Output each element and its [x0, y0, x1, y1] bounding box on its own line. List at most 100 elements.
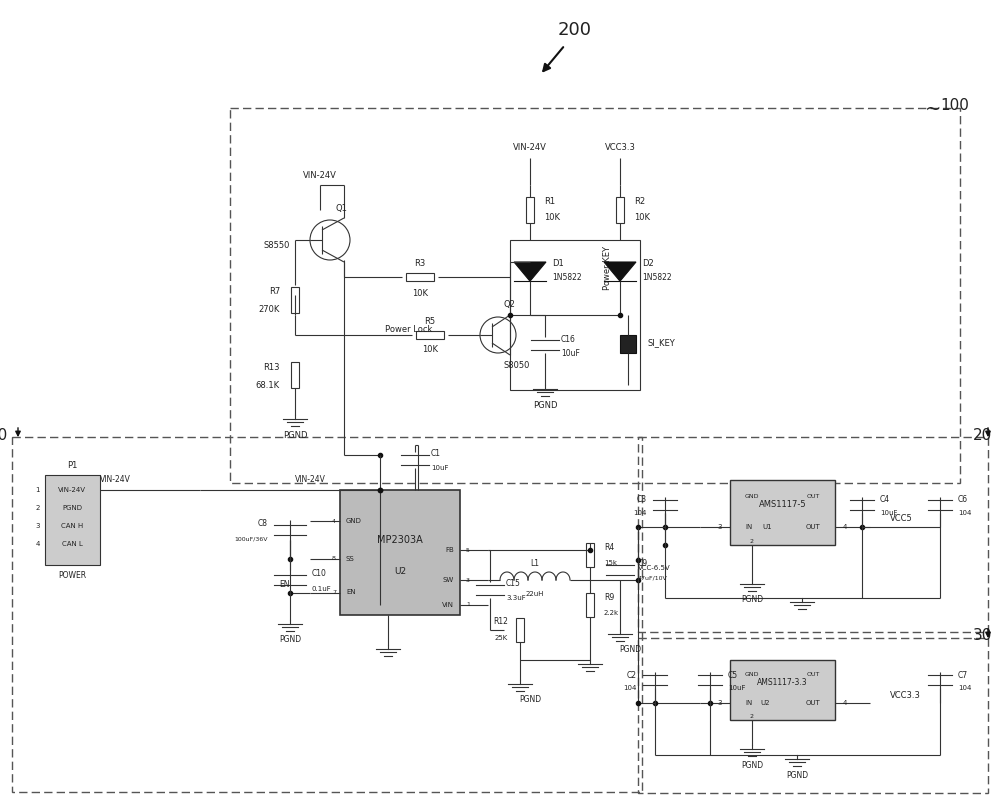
Text: 10uF: 10uF	[880, 510, 898, 516]
Text: PGND: PGND	[279, 635, 301, 645]
Bar	[586, 543, 594, 567]
Text: Power Lock: Power Lock	[385, 326, 432, 334]
Text: C2: C2	[627, 670, 637, 679]
Text: EN: EN	[280, 580, 290, 589]
Text: 3.3uF: 3.3uF	[506, 595, 526, 601]
Text: R2: R2	[634, 197, 645, 206]
Text: 200: 200	[558, 21, 592, 39]
Text: POWER: POWER	[58, 570, 86, 580]
Text: GND: GND	[346, 518, 362, 525]
Bar	[516, 618, 524, 642]
Text: PGND: PGND	[519, 695, 541, 704]
Text: 20: 20	[973, 427, 992, 443]
Text: SS: SS	[346, 556, 355, 561]
Text: PGND: PGND	[533, 400, 557, 410]
Text: MP2303A: MP2303A	[377, 535, 423, 545]
Text: 10uF: 10uF	[431, 465, 448, 471]
Text: 10K: 10K	[422, 345, 438, 354]
Text: 30: 30	[973, 629, 992, 643]
Text: VCC-6.5V: VCC-6.5V	[638, 565, 671, 571]
Text: SW: SW	[443, 577, 454, 583]
Text: C6: C6	[958, 496, 968, 504]
Text: 1N5822: 1N5822	[552, 273, 582, 282]
Text: 104: 104	[634, 510, 647, 516]
Text: R12: R12	[493, 618, 508, 626]
Text: 10K: 10K	[412, 289, 428, 298]
Text: 270K: 270K	[259, 306, 280, 314]
Text: 10uF: 10uF	[561, 349, 580, 358]
Text: GND: GND	[745, 494, 759, 499]
Text: FB: FB	[445, 547, 454, 553]
Text: C3: C3	[637, 496, 647, 504]
Text: 4: 4	[843, 524, 847, 530]
Text: OUT: OUT	[805, 524, 820, 530]
Text: U1: U1	[762, 524, 772, 530]
Text: SI_KEY: SI_KEY	[648, 338, 676, 347]
Text: 3: 3	[466, 577, 470, 582]
Polygon shape	[604, 262, 636, 282]
Bar	[526, 197, 534, 223]
Text: VIN-24V: VIN-24V	[295, 476, 325, 484]
Text: Q1: Q1	[335, 204, 347, 213]
Text: AMS1117-3.3: AMS1117-3.3	[757, 678, 808, 687]
Bar	[616, 197, 624, 223]
Text: EN: EN	[346, 589, 356, 596]
Bar	[730, 480, 835, 545]
Text: S8550: S8550	[264, 241, 290, 249]
Text: GND: GND	[745, 673, 759, 678]
Text: L1: L1	[530, 560, 540, 569]
Text: U2: U2	[394, 567, 406, 576]
Bar	[406, 273, 434, 281]
Bar	[510, 240, 640, 390]
Text: 104: 104	[624, 685, 637, 691]
Text: VIN-24V: VIN-24V	[513, 144, 547, 152]
Text: PGND: PGND	[741, 760, 763, 769]
Bar	[291, 362, 299, 388]
Text: 2: 2	[36, 505, 40, 511]
Text: C1: C1	[431, 449, 441, 459]
Text: 47uF/10V: 47uF/10V	[638, 576, 668, 581]
Text: 3: 3	[718, 700, 722, 707]
Text: OUT: OUT	[806, 494, 820, 499]
Text: R5: R5	[424, 317, 436, 326]
Text: ~: ~	[925, 100, 941, 119]
Bar	[620, 335, 636, 353]
Text: PGND: PGND	[619, 646, 641, 654]
Text: 100: 100	[940, 98, 969, 112]
Text: VIN: VIN	[442, 602, 454, 608]
Text: 10uF: 10uF	[728, 685, 746, 691]
Text: 4: 4	[36, 541, 40, 547]
Text: R1: R1	[544, 197, 555, 206]
Bar	[45, 475, 100, 565]
Text: AMS1117-5: AMS1117-5	[759, 500, 806, 509]
Text: 2: 2	[750, 539, 754, 545]
Text: IN: IN	[745, 700, 752, 707]
Text: 4: 4	[843, 700, 847, 707]
Text: 2: 2	[750, 715, 754, 719]
Text: OUT: OUT	[805, 700, 820, 707]
Text: PGND: PGND	[741, 596, 763, 605]
Text: P1: P1	[67, 460, 77, 469]
Text: 25K: 25K	[495, 635, 508, 641]
Text: C7: C7	[958, 670, 968, 679]
Text: 0.1uF: 0.1uF	[312, 586, 332, 592]
Text: 104: 104	[958, 510, 971, 516]
Text: 68.1K: 68.1K	[256, 380, 280, 390]
Text: U2: U2	[760, 700, 770, 707]
Text: C9: C9	[638, 560, 648, 569]
Text: R7: R7	[269, 287, 280, 297]
Text: C15: C15	[506, 580, 521, 589]
Text: 5: 5	[466, 548, 470, 553]
Text: R3: R3	[414, 258, 426, 268]
Text: R4: R4	[604, 542, 614, 552]
Text: 10: 10	[0, 427, 8, 443]
Text: 15k: 15k	[604, 560, 617, 566]
Text: 8: 8	[332, 557, 336, 561]
Text: VCC3.3: VCC3.3	[605, 144, 635, 152]
Text: 104: 104	[958, 685, 971, 691]
Text: 10K: 10K	[544, 213, 560, 222]
Text: 100uF/36V: 100uF/36V	[234, 537, 268, 541]
Text: 4: 4	[332, 519, 336, 524]
Bar	[730, 660, 835, 720]
Bar	[586, 593, 594, 617]
